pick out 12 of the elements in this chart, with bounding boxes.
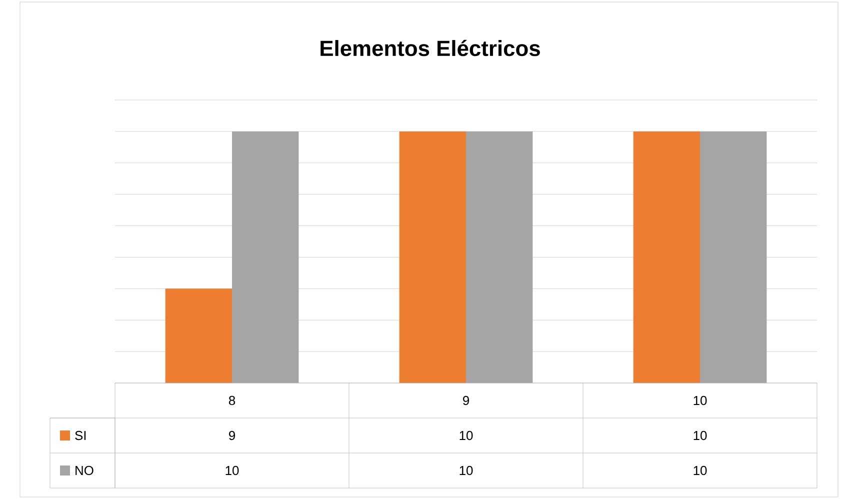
x-tick-label: 9 xyxy=(463,396,469,406)
x-tick-label: 10 xyxy=(694,396,707,406)
legend-label: NO xyxy=(76,466,94,476)
data-label: 9 xyxy=(229,430,235,440)
chart-title: Elementos Eléctricos xyxy=(320,40,540,56)
data-label: 10 xyxy=(694,466,707,476)
legend-label: SI xyxy=(75,430,86,440)
data-label: 10 xyxy=(460,466,473,476)
x-tick-label: 8 xyxy=(228,396,236,406)
data-label: 10 xyxy=(460,430,473,440)
data-label: 10 xyxy=(226,466,239,476)
data-label: 10 xyxy=(694,430,707,440)
